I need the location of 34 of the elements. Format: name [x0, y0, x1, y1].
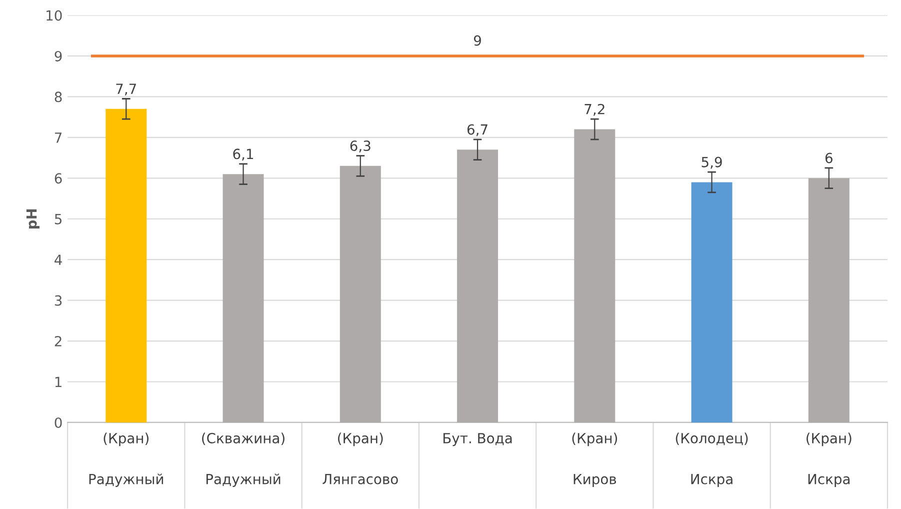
bar: [106, 108, 147, 422]
y-tick-label: 6: [54, 173, 62, 184]
y-tick-label: 8: [54, 92, 62, 102]
category-label: (Скважина) Радужный: [202, 432, 284, 487]
bar: [340, 166, 381, 422]
data-label: 6: [825, 152, 832, 164]
bar: [457, 150, 498, 422]
bar: [808, 178, 850, 422]
category-label: (Кран) Лянгасово: [322, 432, 398, 484]
data-label: 6,7: [467, 124, 488, 136]
data-label: 7,2: [584, 104, 604, 116]
ref-line-label: 9: [474, 35, 481, 46]
category-label: (Колодец) Искра: [676, 432, 748, 487]
y-axis-title: pH: [26, 209, 40, 228]
category-label: (Кран) Киров: [572, 432, 618, 487]
x-tick-label: Бут. Вода: [443, 433, 512, 446]
data-label: 6,3: [350, 140, 370, 152]
y-tick-label: 7: [55, 132, 62, 143]
category-label: (Кран) Радужный: [89, 432, 164, 487]
bar: [691, 182, 732, 422]
bar: [574, 129, 616, 422]
y-tick-label: 2: [54, 336, 62, 346]
data-label: 7,7: [116, 84, 136, 96]
y-tick-label: 10: [46, 10, 62, 21]
y-tick-label: 4: [54, 254, 62, 265]
category-label: (Кран) Искра: [806, 432, 852, 487]
y-tick-label: 0: [54, 417, 62, 428]
y-tick-label: 5: [54, 214, 62, 224]
y-tick-label: 3: [54, 295, 62, 306]
data-label: 5,9: [702, 156, 722, 169]
y-tick-label: 1: [55, 376, 62, 388]
y-tick-label: 9: [54, 50, 62, 62]
bar: [222, 174, 264, 422]
data-label: 6,1: [233, 148, 254, 161]
